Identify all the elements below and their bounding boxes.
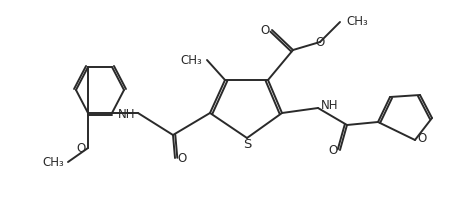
Text: CH₃: CH₃ xyxy=(180,53,202,66)
Text: NH: NH xyxy=(118,109,135,121)
Text: CH₃: CH₃ xyxy=(42,155,64,169)
Text: O: O xyxy=(177,152,186,165)
Text: O: O xyxy=(417,131,427,145)
Text: NH: NH xyxy=(321,99,338,112)
Text: CH₃: CH₃ xyxy=(346,15,368,29)
Text: O: O xyxy=(315,36,325,48)
Text: O: O xyxy=(329,143,337,157)
Text: O: O xyxy=(261,24,270,36)
Text: S: S xyxy=(243,138,251,152)
Text: O: O xyxy=(76,141,85,155)
